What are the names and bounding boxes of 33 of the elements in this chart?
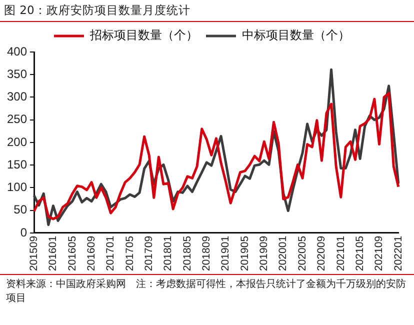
legend-label: 中标项目数量（个）: [242, 28, 350, 42]
x-tick-label: 201805: [181, 236, 194, 272]
y-tick-label: 150: [6, 157, 28, 172]
x-tick-label: 202005: [296, 236, 308, 272]
x-tick-label: 201905: [238, 236, 251, 272]
y-tick-label: 250: [6, 112, 28, 126]
x-tick-label: 201609: [85, 236, 98, 272]
x-tick-label: 202105: [354, 236, 366, 272]
y-tick-label: 0: [20, 225, 28, 240]
text: 资料来源：中国政府采购网 注：考虑数据可得性，本报告只统计了金额为千万级别的安防项目: [0, 274, 414, 306]
x-tick-label: 201709: [142, 236, 155, 272]
x-tick-label: 201809: [200, 236, 213, 272]
y-tick-label: 50: [14, 202, 28, 217]
x-tick-label: 201705: [124, 236, 136, 272]
x-tick-label: 202101: [334, 236, 347, 272]
x-tick-label: 202201: [392, 236, 404, 272]
x-tick-label: 201909: [258, 236, 270, 272]
chart-title: 图 20：政府安防项目数量月度统计: [0, 0, 414, 22]
x-tick-label: 201509: [28, 236, 40, 272]
x-tick-label: 201701: [104, 236, 117, 272]
x-tick-label: 201605: [66, 236, 78, 272]
y-tick-label: 200: [6, 134, 28, 149]
y-tick-label: 350: [6, 66, 28, 81]
x-tick-label: 201801: [162, 236, 174, 272]
y-tick-label: 400: [6, 44, 28, 58]
y-tick-label: 100: [6, 180, 28, 194]
x-tick-label: 202109: [373, 236, 386, 272]
x-tick-label: 202001: [277, 236, 290, 272]
y-tick-label: 300: [6, 90, 28, 104]
x-tick-label: 201901: [220, 236, 232, 272]
x-tick-label: 201601: [47, 236, 60, 272]
x-tick-label: 202009: [316, 236, 328, 272]
legend-label: 招标项目数量（个）: [89, 28, 198, 42]
